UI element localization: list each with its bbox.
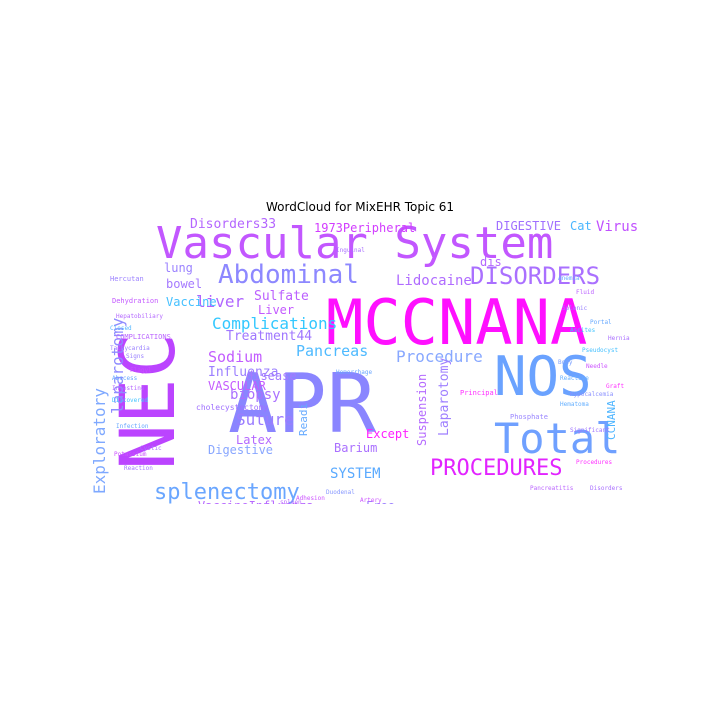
word-spleen: spleen xyxy=(280,499,302,505)
word-cat: Cat xyxy=(570,219,592,233)
word-liver: liver xyxy=(196,292,245,311)
word-vaccine: Vaccine xyxy=(166,295,217,309)
word-suspension: Suspension xyxy=(415,373,429,446)
word-biopsy: biopsy xyxy=(230,387,281,403)
word-free: Free xyxy=(366,500,395,504)
word-infection: Infection xyxy=(116,423,149,430)
word-principal: Principal xyxy=(460,389,498,397)
word-lidocaine: Lidocaine xyxy=(396,273,472,289)
word-hepatobiliary: Hepatobiliary xyxy=(116,313,163,320)
word-needle: Needle xyxy=(586,363,608,370)
word-hernia: Hernia xyxy=(608,335,630,342)
word-except: Except xyxy=(366,427,410,441)
word-significant: Significant xyxy=(570,427,610,434)
word-virus: Virus xyxy=(596,219,639,235)
word-complications: COMPLICATIONS xyxy=(116,333,171,341)
word-suture: Suture xyxy=(236,410,294,429)
word-pancreatitis: Pancreatitis xyxy=(530,485,574,492)
word-intestine: Intestine xyxy=(112,385,145,392)
word-liver: Liver xyxy=(258,303,295,317)
word-mccnana: MCCNANA xyxy=(326,286,588,359)
word-dehydration: Dehydration xyxy=(112,297,159,305)
word-digestive: Digestive xyxy=(208,443,274,457)
word-flagyl: Flagyl xyxy=(130,367,152,374)
word-cloud: APR MCCNANA NEC NOS Vascular System Total DISO… xyxy=(90,216,642,504)
word-reactive: Reactive xyxy=(560,375,589,382)
word-nos: NOS xyxy=(494,345,592,408)
word-abscess: Abscess xyxy=(112,375,138,382)
word-abdominal: Abdominal xyxy=(218,260,359,290)
word-fluid: Fluid xyxy=(576,289,595,296)
word-splenic: Splenic xyxy=(562,305,588,312)
word-anemia: Anemia xyxy=(558,275,580,282)
word-portal: Portal xyxy=(590,319,612,326)
word-hematoma: Hematoma xyxy=(560,401,589,408)
word-closed: Closed xyxy=(110,325,132,332)
word-reaction: Reaction xyxy=(124,465,153,472)
chart-title: WordCloud for MixEHR Topic 61 xyxy=(265,200,455,214)
word-potassium: Potassium xyxy=(114,451,147,458)
word-signs: Signs xyxy=(126,353,145,360)
word-vascular: VASCULAR xyxy=(208,379,266,393)
word-disorders: Disorders xyxy=(590,485,623,492)
word-body: Body xyxy=(558,359,573,366)
word-cystic: Cystic xyxy=(140,445,162,452)
word-adhesion: Adhesion xyxy=(296,495,325,502)
word-duodenal: Duodenal xyxy=(326,489,355,496)
word-sulfate: Sulfate xyxy=(254,289,309,304)
word-vascular-system: Vascular System xyxy=(156,218,554,269)
word-laparotomy: Laparotomy xyxy=(437,357,452,436)
word-vaccineinfluenza: VaccineInfluenza xyxy=(198,500,314,504)
word-cholecystectomy: cholecystectomy xyxy=(196,403,269,412)
word-procedures: Procedures xyxy=(576,459,613,466)
word-barium: Barium xyxy=(334,441,378,455)
word-discovered: Discovered xyxy=(112,397,149,404)
word-dis: dis xyxy=(480,255,502,269)
word-disease: disease xyxy=(246,369,297,383)
word-ccnana: CCNANA xyxy=(605,400,618,440)
word-pseudocyst: Pseudocyst xyxy=(582,347,619,354)
word-procedure: Procedure xyxy=(396,347,483,366)
word-disorders33: Disorders33 xyxy=(190,217,277,232)
word-hypocalcemia: Hypocalcemia xyxy=(570,391,614,398)
word-digestive: DIGESTIVE xyxy=(496,219,562,233)
word-graft: Graft xyxy=(606,383,625,390)
word-bowel: bowel xyxy=(166,277,203,291)
word-treatment44: Treatment44 xyxy=(226,329,313,344)
word-artery: Artery xyxy=(360,497,382,504)
word-1973peripheral: 1973Peripheral xyxy=(314,221,416,235)
word-phosphate: Phosphate xyxy=(510,413,548,421)
word-exploratory: Exploratory xyxy=(90,388,109,494)
word-hercutan: Hercutan xyxy=(110,275,144,283)
word-disorders: DISORDERS xyxy=(470,262,601,290)
word-system: SYSTEM xyxy=(330,466,381,482)
word-procedures: PROCEDURES xyxy=(430,456,563,481)
word-readi: Readi xyxy=(297,402,310,436)
word-complications: Complications xyxy=(212,314,338,333)
word-tachycardia: Tachycardia xyxy=(110,345,150,352)
word-pancreas: Pancreas xyxy=(296,342,369,360)
word-latex: Latex xyxy=(236,433,273,447)
word-lung: lung xyxy=(164,261,193,275)
word-inguinal: Inguinal xyxy=(336,247,365,254)
word-splenectomy: splenectomy xyxy=(154,480,300,504)
word-total: Total xyxy=(494,414,621,463)
word-apr: APR xyxy=(228,357,377,452)
word-sodium: Sodium xyxy=(208,348,263,366)
word-ascites: Ascites xyxy=(570,327,596,334)
word-influenza: Influenza xyxy=(208,365,279,380)
word-hemorrhage: Hemorrhage xyxy=(336,369,373,376)
